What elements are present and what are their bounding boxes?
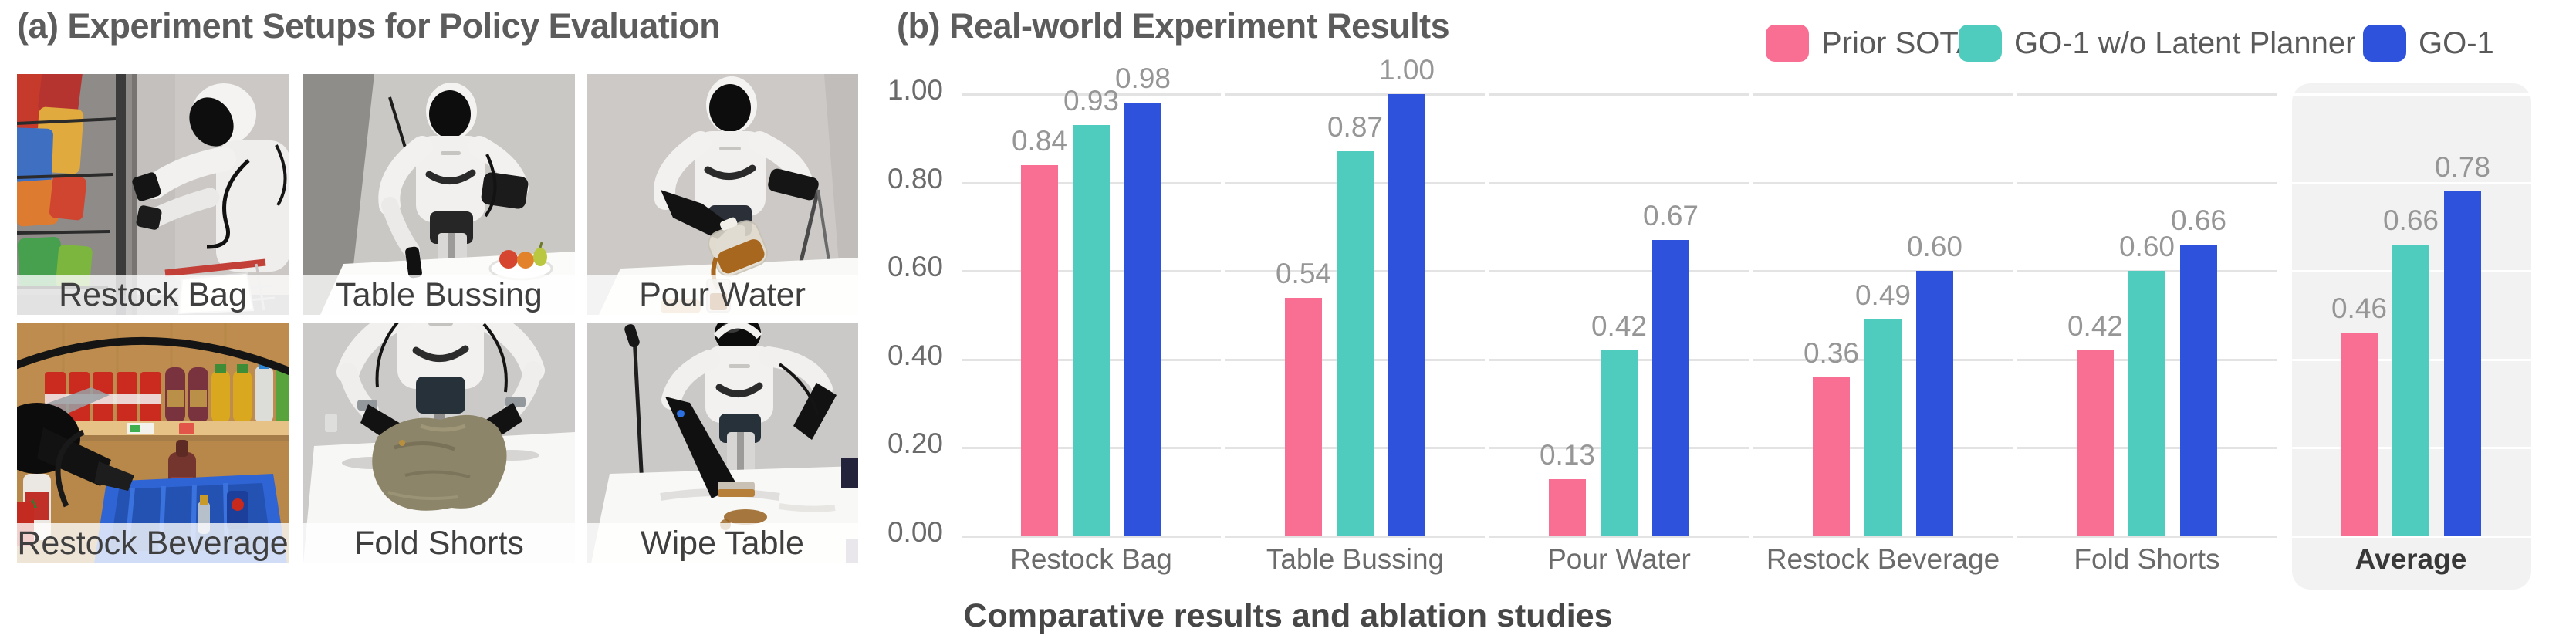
y-axis-tick-label: 0.00 (887, 516, 943, 548)
bar-value-label-go-1-pour-water: 0.67 (1642, 200, 1699, 232)
x-axis-category-label-pour-water: Pour Water (1547, 543, 1691, 575)
bar-value-label-prior-sota-table-bussing: 0.54 (1275, 257, 1331, 289)
bar-go-1-w-o-latent-planner-restock-bag (1073, 125, 1110, 536)
legend-label-prior-sota: Prior SOTA (1821, 25, 1977, 60)
photo-label-pour-water: Pour Water (587, 275, 858, 315)
figure-caption: Comparative results and ablation studies (963, 597, 1613, 634)
gridline-segment (2281, 93, 2541, 96)
x-axis-category-label-average: Average (2355, 543, 2467, 575)
bar-go-1-pour-water (1652, 240, 1689, 536)
legend-item-prior-sota: Prior SOTA (1766, 25, 1977, 62)
bar-value-label-go-1-w-o-latent-planner-pour-water: 0.42 (1591, 310, 1647, 343)
gridline-segment (962, 536, 1221, 538)
legend-swatch-go1-wo-latent-planner (1959, 25, 2002, 62)
gridline-segment (1753, 536, 2013, 538)
bar-value-label-prior-sota-average: 0.46 (2331, 292, 2387, 325)
photo-pour-water: Pour Water (587, 74, 858, 315)
gridline-segment (2017, 181, 2277, 184)
gridline-segment (1489, 536, 1749, 538)
gridline-segment (1753, 93, 2013, 96)
gridline-segment (2281, 536, 2541, 538)
photo-label-wipe-table: Wipe Table (587, 523, 858, 563)
legend-item-go1: GO-1 (2363, 25, 2494, 62)
bar-prior-sota-restock-bag (1021, 164, 1058, 536)
photo-restock-beverage: Restock Beverage (17, 323, 289, 563)
y-axis-tick-label: 0.60 (887, 251, 943, 283)
photo-label-table-bussing: Table Bussing (303, 275, 575, 315)
gridline-segment (2017, 536, 2277, 538)
legend-item-go1-wo-latent-planner: GO-1 w/o Latent Planner (1959, 25, 2355, 62)
photo-fold-shorts: Fold Shorts (303, 323, 575, 563)
bar-go-1-average (2444, 191, 2481, 536)
photo-label-fold-shorts: Fold Shorts (303, 523, 575, 563)
bar-go-1-table-bussing (1388, 94, 1425, 536)
gridline-segment (1489, 93, 1749, 96)
panel-a-title: (a) Experiment Setups for Policy Evaluat… (17, 6, 721, 46)
bar-value-label-go-1-fold-shorts: 0.66 (2170, 204, 2226, 236)
bar-value-label-go-1-w-o-latent-planner-average: 0.66 (2382, 204, 2439, 236)
bar-prior-sota-fold-shorts (2077, 350, 2114, 536)
bar-value-label-go-1-average: 0.78 (2434, 151, 2490, 184)
bar-go-1-w-o-latent-planner-fold-shorts (2128, 271, 2165, 536)
gridline-segment (962, 93, 1221, 96)
photo-label-restock-bag: Restock Bag (17, 275, 289, 315)
bar-go-1-restock-bag (1124, 103, 1161, 536)
bar-prior-sota-pour-water (1549, 478, 1586, 536)
bar-value-label-go-1-restock-bag: 0.98 (1114, 63, 1171, 95)
photo-label-restock-beverage: Restock Beverage (17, 523, 289, 563)
bar-prior-sota-restock-beverage (1813, 377, 1850, 536)
legend-swatch-prior-sota (1766, 25, 1809, 62)
bar-value-label-go-1-w-o-latent-planner-restock-bag: 0.93 (1063, 85, 1119, 117)
y-axis-tick-label: 0.40 (887, 339, 943, 371)
gridline-segment (1225, 93, 1485, 96)
x-axis-category-label-restock-beverage: Restock Beverage (1766, 543, 2000, 575)
photo-table-bussing: Table Bussing (303, 74, 575, 315)
bar-value-label-go-1-w-o-latent-planner-fold-shorts: 0.60 (2118, 231, 2175, 263)
gridline-segment (1225, 536, 1485, 538)
bar-go-1-restock-beverage (1916, 271, 1953, 536)
bar-go-1-w-o-latent-planner-table-bussing (1337, 151, 1374, 536)
gridline-segment (1489, 181, 1749, 184)
bar-prior-sota-average (2341, 333, 2378, 536)
bar-value-label-go-1-table-bussing: 1.00 (1378, 54, 1435, 86)
bar-go-1-w-o-latent-planner-pour-water (1601, 350, 1638, 536)
bar-value-label-prior-sota-restock-bag: 0.84 (1011, 124, 1067, 157)
bar-value-label-go-1-w-o-latent-planner-table-bussing: 0.87 (1327, 111, 1383, 144)
x-axis-category-label-restock-bag: Restock Bag (1010, 543, 1172, 575)
y-axis-tick-label: 0.20 (887, 427, 943, 460)
legend-label-go1-wo-latent-planner: GO-1 w/o Latent Planner (2014, 25, 2356, 60)
bar-value-label-go-1-restock-beverage: 0.60 (1906, 231, 1962, 263)
x-axis-category-label-fold-shorts: Fold Shorts (2074, 543, 2220, 575)
bar-value-label-prior-sota-fold-shorts: 0.42 (2067, 310, 2123, 343)
panel-b-title: (b) Real-world Experiment Results (897, 6, 1450, 46)
bar-prior-sota-table-bussing (1285, 297, 1322, 536)
legend-label-go1: GO-1 (2419, 25, 2494, 60)
y-axis-tick-label: 0.80 (887, 162, 943, 194)
bar-value-label-go-1-w-o-latent-planner-restock-beverage: 0.49 (1854, 279, 1911, 312)
gridline-segment (2017, 93, 2277, 96)
photo-wipe-table: Wipe Table (587, 323, 858, 563)
photo-restock-bag: Restock Bag (17, 74, 289, 315)
x-axis-category-label-table-bussing: Table Bussing (1266, 543, 1445, 575)
y-axis-tick-label: 1.00 (887, 74, 943, 106)
legend-swatch-go1 (2363, 25, 2406, 62)
bar-value-label-prior-sota-restock-beverage: 0.36 (1803, 336, 1859, 369)
gridline-segment (1489, 270, 1749, 273)
gridline-segment (1753, 181, 2013, 184)
bar-go-1-w-o-latent-planner-average (2392, 244, 2429, 536)
gridline-segment (1753, 270, 2013, 273)
bar-go-1-fold-shorts (2180, 244, 2217, 536)
gridline-segment (2281, 181, 2541, 184)
bar-go-1-w-o-latent-planner-restock-beverage (1864, 319, 1902, 536)
bar-value-label-prior-sota-pour-water: 0.13 (1539, 438, 1595, 471)
